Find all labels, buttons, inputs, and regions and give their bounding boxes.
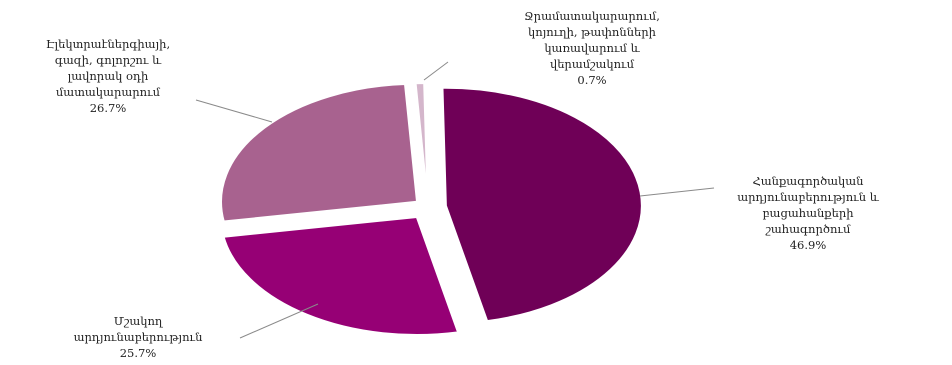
slice-label-line: Ջրամատակարարում, [524, 9, 660, 23]
slice-labels: Հանքագործական արդյունաբերություն և բացահան… [46, 9, 880, 360]
leader-line-1 [639, 187, 715, 197]
pie-slice-2 [222, 215, 460, 336]
slice-label-line: արդյունաբերություն [74, 330, 203, 344]
slice-percent-2: 25.7% [120, 346, 157, 360]
slice-label-line: արդյունաբերություն և [737, 190, 879, 204]
pie-slice-4 [414, 81, 429, 202]
leader-line-3 [195, 99, 273, 123]
slice-percent-3: 26.7% [90, 101, 127, 115]
pie-slice-3 [220, 82, 419, 223]
slice-label-line: Էլեկտրաէներգիայի, [46, 37, 170, 51]
slice-label-line: մատակարարում [56, 85, 161, 99]
leader-lines [195, 61, 715, 339]
slice-label-line: Հանքագործական [753, 174, 864, 188]
slice-label-line: կառավարում և [544, 41, 640, 55]
leader-line-2 [239, 303, 319, 339]
pie-slice-1 [441, 86, 643, 323]
slice-label-line: գազի, գոլորշու և [55, 53, 162, 67]
slice-label-1: Հանքագործական արդյունաբերություն և բացահան… [737, 174, 879, 252]
slice-label-line: վերամշակում [550, 57, 635, 71]
leader-line-4 [423, 61, 449, 81]
slice-label-3: Էլեկտրաէներգիայի, գազի, գոլորշու և լավորակ… [46, 37, 170, 115]
slice-label-line: կոյուղի, թափոնների [528, 25, 656, 39]
slice-label-line: բացահանքերի [762, 206, 853, 220]
slice-label-line: լավորակ օդի [68, 69, 149, 83]
slice-percent-4: 0.7% [577, 73, 606, 87]
slice-label-4: Ջրամատակարարում, կոյուղի, թափոնների կառավա… [524, 9, 660, 87]
pie-slices [220, 81, 643, 336]
slice-label-line: Մշակող [114, 314, 164, 328]
slice-label-2: Մշակող արդյունաբերություն 25.7% [74, 314, 203, 360]
slice-label-line: շահագործում [765, 222, 851, 236]
slice-percent-1: 46.9% [790, 238, 827, 252]
